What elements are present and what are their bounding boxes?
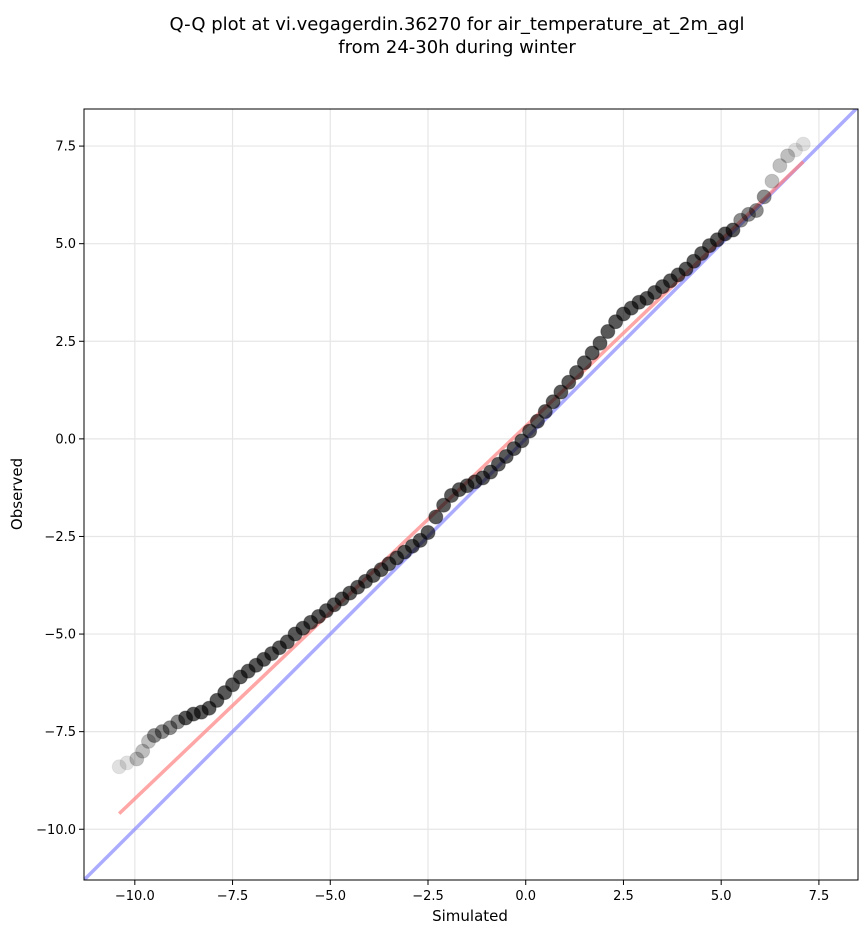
- quantile-point: [561, 374, 577, 390]
- quantile-point: [756, 189, 772, 205]
- y-tick-label: 0.0: [55, 432, 76, 447]
- x-axis-ticks: −10.0 −7.5 −5.0 −2.5 0.0 2.5 5.0 7.5: [115, 880, 829, 904]
- y-tick-label: −10.0: [36, 823, 76, 838]
- quantile-point: [162, 720, 178, 736]
- quantile-point: [545, 394, 561, 410]
- x-tick-label: 0.0: [515, 889, 536, 904]
- y-tick-label: −5.0: [44, 628, 76, 643]
- quantile-point: [733, 212, 749, 228]
- quantile-point: [725, 222, 741, 238]
- quantile-point: [135, 743, 151, 759]
- y-axis-ticks: −10.0 −7.5 −5.0 −2.5 0.0 2.5 5.0 7.5: [36, 140, 84, 838]
- y-tick-label: 7.5: [55, 140, 76, 155]
- quantile-point: [741, 206, 757, 222]
- grid: [84, 109, 858, 880]
- x-tick-label: −10.0: [115, 889, 155, 904]
- quantile-point: [420, 525, 436, 541]
- quantile-point: [592, 335, 608, 351]
- x-tick-label: −2.5: [412, 889, 444, 904]
- x-tick-label: 7.5: [809, 889, 830, 904]
- quantile-point: [600, 324, 616, 340]
- y-tick-label: 2.5: [55, 335, 76, 350]
- x-tick-label: −5.0: [314, 889, 346, 904]
- quantile-point: [154, 724, 170, 740]
- quantile-point: [514, 433, 530, 449]
- x-axis-label: Simulated: [432, 907, 508, 925]
- y-axis-label: Observed: [8, 458, 26, 530]
- quantile-point: [748, 202, 764, 218]
- quantile-point: [522, 423, 538, 439]
- quantile-point: [141, 733, 156, 749]
- quantile-point: [111, 759, 127, 775]
- quantile-point: [529, 413, 545, 429]
- quantile-point: [772, 158, 788, 174]
- plot-frame: [83, 108, 859, 881]
- chart-title-line-2: from 24-30h during winter: [338, 37, 576, 58]
- x-tick-label: −7.5: [217, 889, 249, 904]
- quantile-point: [576, 355, 592, 371]
- quantile-point: [764, 173, 780, 189]
- chart-title-line-1: Q-Q plot at vi.vegagerdin.36270 for air_…: [170, 14, 745, 35]
- quantile-point: [787, 142, 803, 158]
- quantile-point: [129, 751, 145, 767]
- y-tick-label: 5.0: [55, 237, 76, 252]
- x-tick-label: 2.5: [613, 889, 634, 904]
- quantile-points: [111, 136, 811, 775]
- quantile-point: [584, 345, 600, 361]
- x-tick-label: 5.0: [711, 889, 732, 904]
- y-tick-label: −2.5: [44, 530, 76, 545]
- quantile-point: [146, 728, 162, 744]
- quantile-point: [428, 509, 444, 525]
- quantile-point: [436, 497, 452, 513]
- quantile-point: [569, 365, 585, 381]
- quantile-point: [537, 404, 553, 420]
- quantile-point: [553, 384, 569, 400]
- quantile-point: [780, 148, 796, 164]
- quantile-point: [119, 755, 135, 771]
- quantile-point: [795, 136, 811, 152]
- y-tick-label: −7.5: [44, 725, 76, 740]
